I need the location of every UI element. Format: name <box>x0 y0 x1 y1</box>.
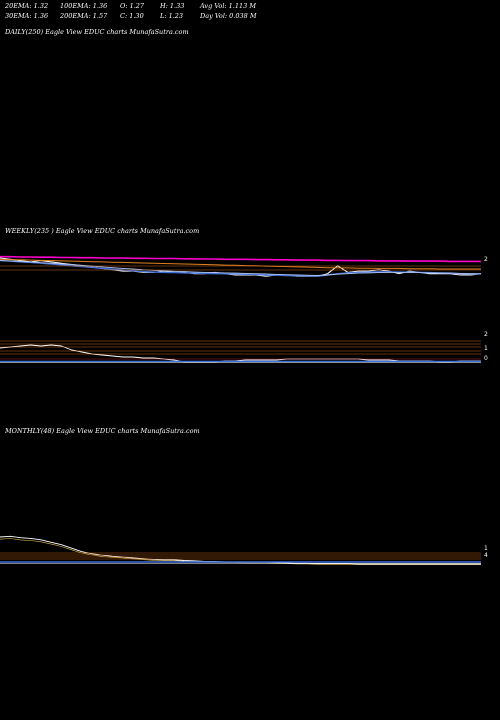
ema200-text: 200EMA: 1.57 <box>60 12 108 20</box>
open-text: O: 1.27 <box>120 2 145 10</box>
ema100-text: 100EMA: 1.36 <box>60 2 108 10</box>
svg-text:1: 1 <box>484 545 488 552</box>
low-text: L: 1.23 <box>160 12 184 20</box>
weekly-panel-label: WEEKLY(235 ) Eagle View EDUC charts Muna… <box>5 227 200 235</box>
high-text: H: 1.33 <box>160 2 185 10</box>
monthly-panel-label: MONTHLY(48) Eagle View EDUC charts Munaf… <box>5 427 200 435</box>
avg-vol-text: Avg Vol: 1.113 M <box>200 2 257 10</box>
svg-text:0: 0 <box>484 355 488 362</box>
monthly-ema-line <box>0 538 481 565</box>
weekly-ema-line <box>0 255 481 263</box>
daily-panel-label: DAILY(250) Eagle View EDUC charts Munafa… <box>5 28 189 36</box>
ema30-text: 30EMA: 1.36 <box>5 12 49 20</box>
svg-text:1: 1 <box>484 345 488 352</box>
weekly-y-tick: 2 <box>484 256 488 263</box>
svg-text:4: 4 <box>484 552 488 559</box>
monthly-sub-ticks: 1 4 <box>484 545 488 559</box>
weekly-ema-line <box>0 258 481 270</box>
day-vol-text: Day Vol: 0.038 M <box>200 12 257 20</box>
weekly-sub-ticks: 2 1 0 <box>484 331 488 362</box>
svg-text:2: 2 <box>484 331 488 338</box>
close-text: C: 1.30 <box>120 12 144 20</box>
weekly-ema-line <box>0 260 481 276</box>
ema20-text: 20EMA: 1.32 <box>5 2 49 10</box>
